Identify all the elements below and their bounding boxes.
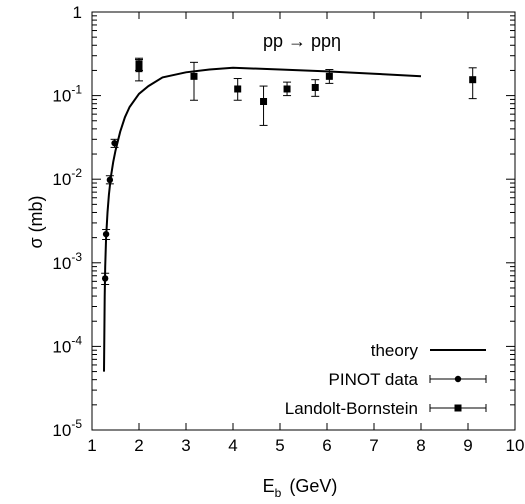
x-tick-label: 6 (322, 436, 331, 455)
x-tick-label: 1 (87, 436, 96, 455)
landolt-bornstein-point (311, 83, 319, 91)
x-tick-label: 4 (228, 436, 237, 455)
y-tick-label: 1 (73, 3, 82, 22)
x-tick-label: 7 (369, 436, 378, 455)
landolt-bornstein-point (260, 98, 268, 106)
legend-marker-square (454, 404, 462, 412)
legend-marker-circle (454, 375, 462, 383)
landolt-bornstein-point (190, 72, 198, 80)
landolt-bornstein-point (469, 76, 477, 84)
pinot-data-point (101, 275, 109, 282)
legend-label: PINOT data (329, 370, 419, 389)
pinot-data-point (102, 230, 110, 238)
pinot-data-point (106, 176, 114, 184)
x-axis-label-sub: b (275, 486, 282, 500)
y-tick-label: 10-3 (52, 250, 82, 273)
landolt-bornstein-point (234, 85, 242, 93)
x-tick-label: 3 (181, 436, 190, 455)
y-tick-label: 10-2 (52, 166, 82, 189)
x-axis-label: Eb (GeV) (263, 476, 338, 500)
chart-title: pp → ppη (263, 31, 341, 51)
theory-curve (103, 66, 422, 372)
x-axis-label-main: E (263, 476, 275, 496)
legend: theory PINOT data Landolt-Bornstein (285, 341, 487, 418)
pinot-data-point (111, 139, 118, 147)
x-tick-label: 5 (275, 436, 284, 455)
landolt-bornstein-point (135, 65, 143, 73)
legend-label: theory (371, 341, 419, 360)
plot-frame (91, 11, 516, 431)
x-tick-label: 10 (506, 436, 525, 455)
y-tick-label: 10-5 (52, 417, 82, 440)
legend-label: Landolt-Bornstein (285, 399, 418, 418)
x-tick-label: 9 (463, 436, 472, 455)
y-tick-label: 10-4 (52, 333, 82, 356)
x-tick-label: 8 (416, 436, 425, 455)
x-tick-label: 2 (134, 436, 143, 455)
y-axis-label: σ (mb) (26, 195, 46, 248)
landolt-bornstein-point (325, 72, 333, 80)
landolt-bornstein-point (283, 85, 291, 93)
y-tick-label: 10-1 (52, 83, 82, 106)
x-axis-label-units: (GeV) (289, 476, 337, 496)
